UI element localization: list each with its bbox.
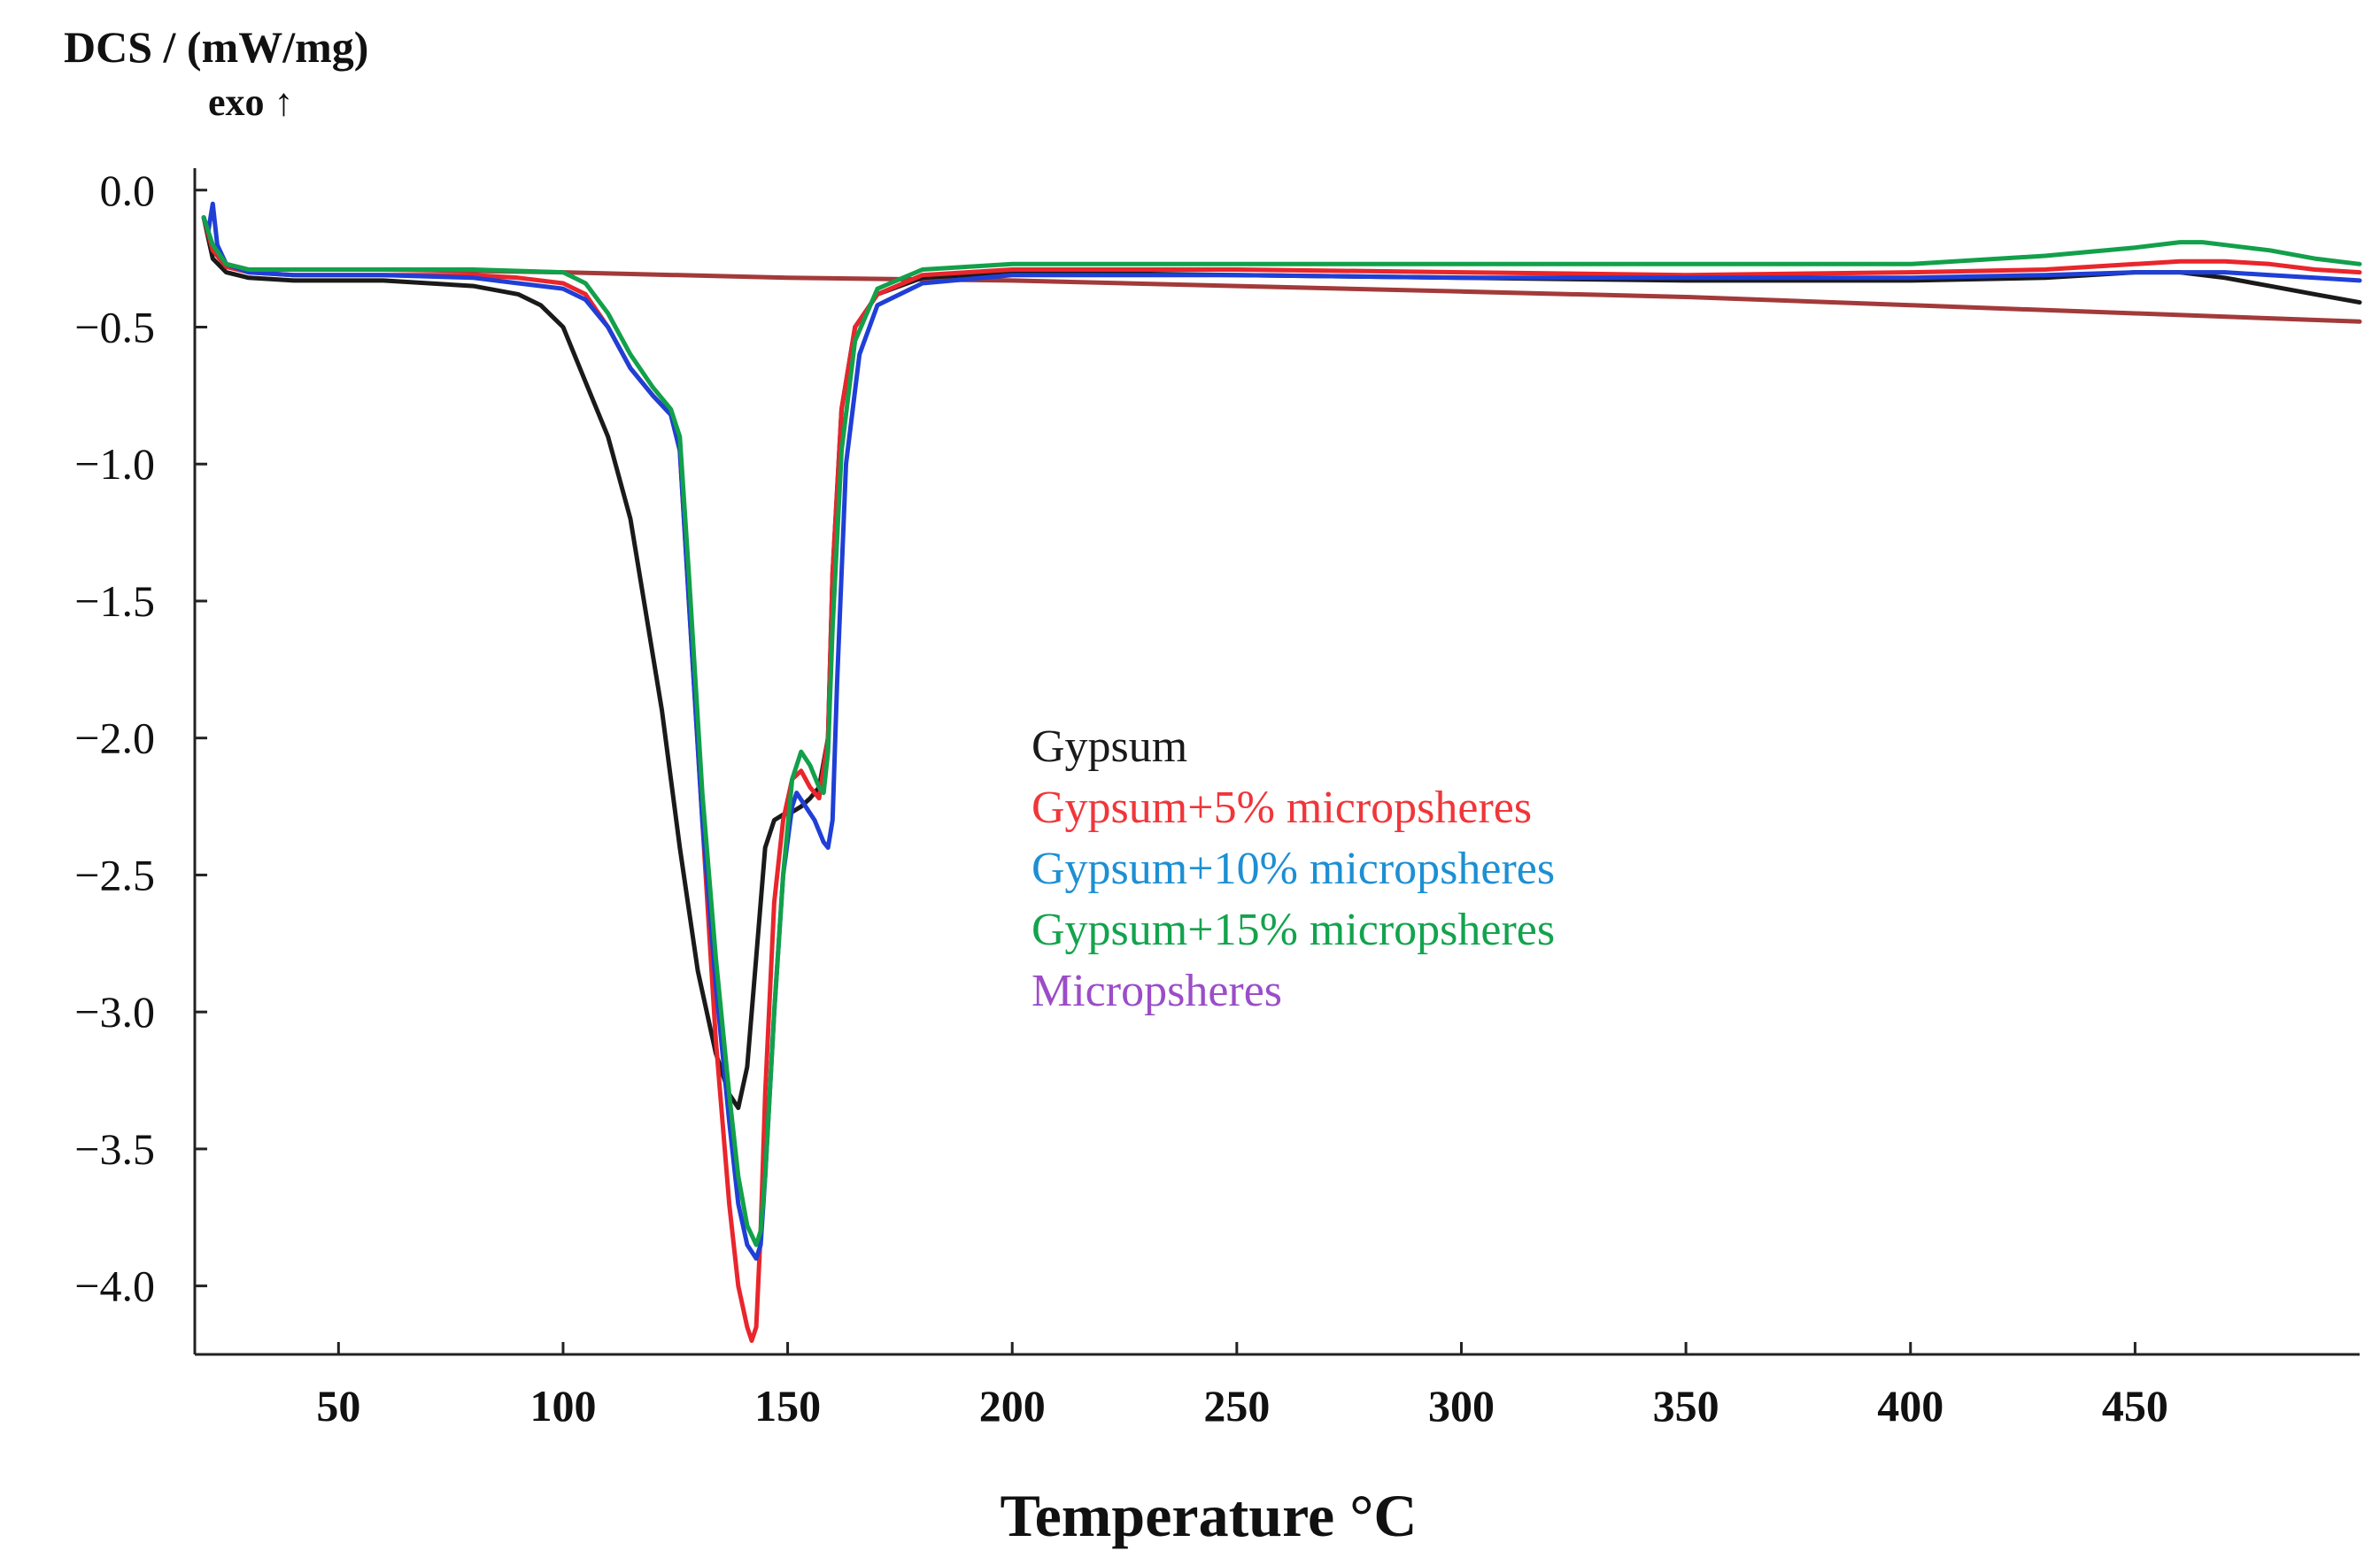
x-tick-label: 300: [1428, 1381, 1495, 1431]
x-tick-label: 450: [2102, 1381, 2168, 1431]
x-tick-label: 50: [316, 1381, 360, 1431]
x-ticks: 50 100 150 200 250 300 350 400 450: [316, 1342, 2168, 1431]
x-tick-label: 200: [979, 1381, 1046, 1431]
y-tick-label: −2.5: [74, 850, 155, 899]
legend-entry: Micropsheres: [1032, 966, 1282, 1016]
exo-direction-note: exo ↑: [208, 81, 294, 124]
x-tick-label: 100: [529, 1381, 596, 1431]
legend-entry: Gypsum: [1032, 721, 1187, 772]
x-tick-label: 400: [1877, 1381, 1943, 1431]
axes: [193, 168, 2360, 1356]
y-tick-label: −0.5: [74, 302, 155, 351]
y-axis-label: DCS / (mW/mg): [64, 22, 368, 72]
legend-entry: Gypsum+5% micropsheres: [1032, 783, 1532, 833]
y-tick-label: −1.0: [74, 439, 155, 489]
x-tick-label: 150: [754, 1381, 821, 1431]
series-line-gypsum-10-micropsheres: [201, 201, 2362, 1261]
y-tick-label: −1.5: [74, 576, 155, 626]
y-tick-label: 0.0: [100, 166, 156, 215]
x-axis-label: Temperature °C: [1000, 1482, 1417, 1549]
series-line-gypsum-5-micropsheres: [201, 215, 2362, 1343]
y-ticks: 0.0 −0.5 −1.0 −1.5 −2.0 −2.5 −3.0 −3.5 −4.0: [74, 166, 207, 1311]
legend-entry: Gypsum+10% micropsheres: [1032, 844, 1555, 894]
y-tick-label: −3.0: [74, 987, 155, 1037]
legend: Gypsum Gypsum+5% micropsheres Gypsum+10% m…: [1032, 721, 1555, 1016]
y-tick-label: −3.5: [74, 1124, 155, 1174]
y-tick-label: −2.0: [74, 713, 155, 763]
series-line-gypsum-15-micropsheres: [201, 215, 2362, 1247]
series-group: [201, 201, 2362, 1343]
series-line-gypsum: [201, 215, 2362, 1110]
x-tick-label: 250: [1203, 1381, 1270, 1431]
x-tick-label: 350: [1653, 1381, 1719, 1431]
legend-entry: Gypsum+15% micropsheres: [1032, 905, 1555, 955]
y-tick-label: −4.0: [74, 1261, 155, 1311]
